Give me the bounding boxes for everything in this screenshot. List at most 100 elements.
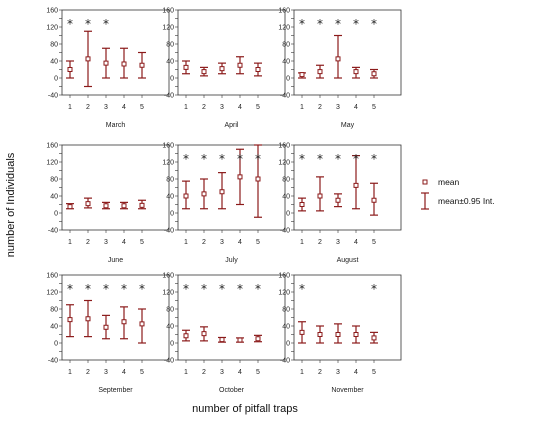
y-tick-label: 120: [162, 24, 174, 31]
y-tick-label: -40: [164, 227, 174, 234]
mean-marker: [353, 69, 359, 75]
significance-star: *: [103, 17, 109, 31]
panel-title: November: [331, 387, 364, 394]
significance-star: *: [103, 282, 109, 296]
significance-star: *: [353, 17, 359, 31]
mean-marker: [201, 191, 207, 197]
x-tick-label: 5: [140, 369, 144, 376]
x-tick-label: 2: [86, 369, 90, 376]
y-tick-label: 160: [162, 7, 174, 14]
panel-frame: [61, 144, 170, 231]
x-tick-label: 1: [300, 369, 304, 376]
mean-marker: [183, 333, 189, 339]
mean-marker: [219, 66, 225, 72]
mean-marker: [255, 67, 261, 72]
y-tick-label: -40: [164, 92, 174, 99]
legend-mean-label: mean: [438, 177, 460, 187]
y-tick-label: -40: [48, 92, 58, 99]
x-tick-label: 1: [300, 239, 304, 246]
mean-marker: [219, 189, 225, 195]
y-tick-label: 120: [278, 289, 290, 296]
legend-ci-label: mean±0.95 Int.: [438, 196, 495, 206]
significance-star: *: [299, 17, 305, 31]
significance-star: *: [237, 282, 243, 296]
x-tick-label: 5: [140, 104, 144, 111]
mean-marker: [121, 61, 127, 67]
mean-marker: [353, 182, 359, 188]
panel-title: July: [225, 257, 238, 264]
mean-marker: [139, 202, 145, 208]
significance-star: *: [255, 282, 261, 296]
x-tick-label: 5: [256, 104, 260, 111]
y-tick-label: 0: [54, 340, 58, 347]
mean-marker: [371, 197, 377, 203]
x-tick-label: 5: [256, 369, 260, 376]
y-tick-label: 0: [286, 210, 290, 217]
x-tick-label: 1: [184, 239, 188, 246]
significance-star: *: [219, 152, 225, 166]
mean-marker: [335, 197, 341, 203]
panel-november: -40 0 40 80 120 160 1 2 3 4 5 * * November: [278, 272, 402, 394]
mean-marker: [85, 316, 91, 322]
y-tick-label: 40: [50, 193, 58, 200]
x-tick-label: 2: [318, 239, 322, 246]
panel-september: -40 0 40 80 120 160 1 2 3 4 5 * * * * * September: [46, 272, 170, 394]
x-tick-label: 3: [220, 239, 224, 246]
mean-marker: [317, 69, 323, 75]
y-tick-label: 160: [278, 7, 290, 14]
significance-star: *: [237, 152, 243, 166]
x-tick-label: 2: [202, 239, 206, 246]
mean-marker: [237, 337, 243, 343]
panel-frame: [293, 274, 402, 361]
y-tick-label: 0: [170, 210, 174, 217]
x-tick-label: 2: [318, 104, 322, 111]
significance-star: *: [183, 152, 189, 166]
x-tick-label: 4: [354, 104, 358, 111]
significance-star: *: [121, 282, 127, 296]
y-tick-label: 0: [170, 340, 174, 347]
y-tick-label: 160: [278, 272, 290, 279]
mean-marker: [219, 337, 225, 343]
mean-marker: [371, 335, 377, 341]
significance-star: *: [335, 17, 341, 31]
mean-marker: [255, 336, 261, 342]
x-tick-label: 2: [86, 239, 90, 246]
mean-marker: [183, 64, 189, 70]
panel-title: June: [108, 257, 123, 264]
significance-star: *: [371, 152, 377, 166]
y-tick-label: -40: [280, 227, 290, 234]
mean-marker: [237, 174, 243, 180]
y-tick-label: 120: [46, 289, 58, 296]
significance-star: *: [85, 282, 91, 296]
x-tick-label: 1: [300, 104, 304, 111]
y-tick-label: 40: [166, 323, 174, 330]
x-tick-label: 3: [104, 104, 108, 111]
y-tick-label: 80: [50, 306, 58, 313]
mean-marker: [103, 60, 109, 66]
y-tick-label: 120: [278, 159, 290, 166]
y-tick-label: 80: [282, 41, 290, 48]
mean-marker: [85, 201, 91, 207]
x-tick-label: 1: [184, 369, 188, 376]
x-tick-label: 1: [68, 104, 72, 111]
panel-frame: [293, 144, 402, 231]
panel-title: September: [98, 387, 133, 394]
y-tick-label: -40: [48, 357, 58, 364]
y-tick-label: 120: [162, 289, 174, 296]
x-tick-label: 4: [122, 239, 126, 246]
x-tick-label: 4: [354, 239, 358, 246]
y-tick-label: 80: [166, 306, 174, 313]
x-tick-label: 5: [372, 369, 376, 376]
significance-star: *: [317, 152, 323, 166]
panel-title: March: [106, 122, 126, 129]
y-tick-label: 160: [162, 272, 174, 279]
x-tick-label: 1: [68, 369, 72, 376]
significance-star: *: [219, 282, 225, 296]
y-tick-label: 0: [170, 75, 174, 82]
mean-marker: [237, 62, 243, 68]
x-tick-label: 4: [238, 239, 242, 246]
y-tick-label: 160: [162, 142, 174, 149]
significance-star: *: [201, 152, 207, 166]
panel-title: May: [341, 122, 355, 129]
x-tick-label: 3: [220, 104, 224, 111]
